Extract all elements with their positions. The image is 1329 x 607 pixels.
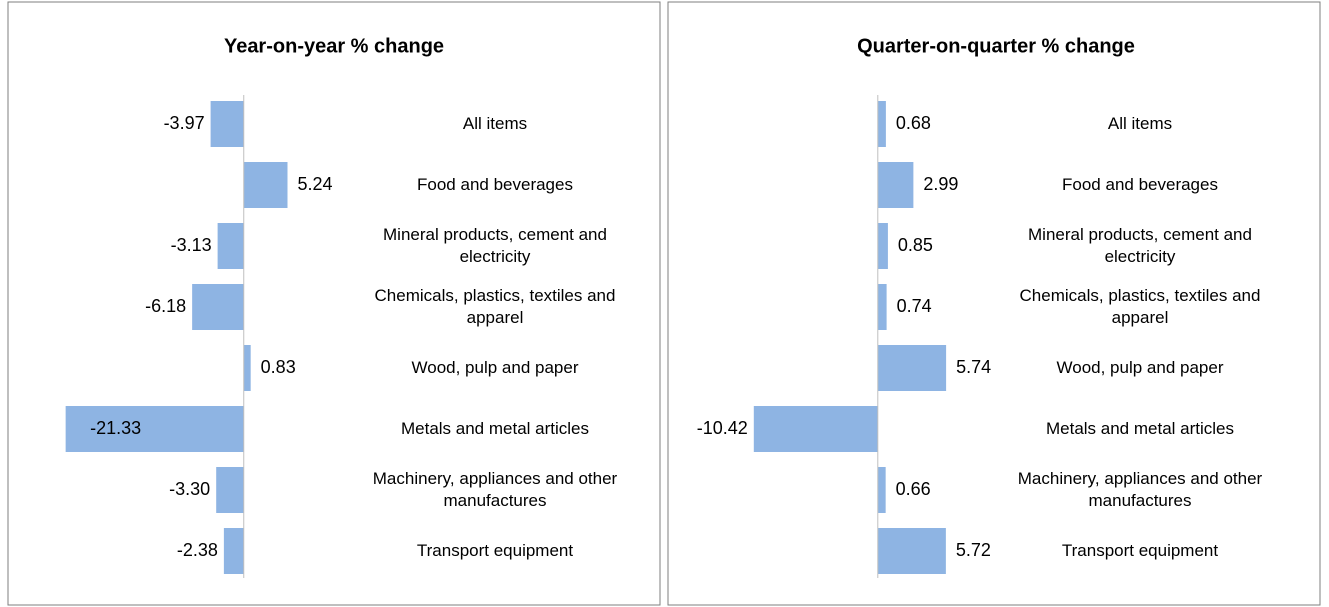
bar [243,345,251,391]
category-label: Machinery, appliances and other manufact… [372,469,618,510]
data-label: 0.66 [896,479,931,499]
category-label: Mineral products, cement and electricity [383,225,607,266]
bar [877,528,946,574]
data-label: -2.38 [177,540,218,560]
bar [877,223,888,269]
category-label: Food and beverages [417,175,573,194]
category-label: Wood, pulp and paper [411,358,579,377]
data-label: 0.68 [896,113,931,133]
data-label: -6.18 [145,296,186,316]
chart-title: Year-on-year % change [224,35,444,57]
category-label: All items [1107,114,1173,133]
bar [216,467,244,513]
bar [877,345,947,391]
bar [877,101,886,147]
bar [192,284,244,330]
data-label: 5.24 [298,174,333,194]
data-label: 2.99 [923,174,958,194]
bar [877,467,886,513]
bar [753,406,878,452]
category-label: Wood, pulp and paper [1056,358,1224,377]
bar [877,284,887,330]
category-label: Mineral products, cement and electricity [1028,225,1252,266]
data-label: -21.33 [90,418,141,438]
bar [877,162,914,208]
category-label: Metals and metal articles [1045,419,1235,438]
category-label: Food and beverages [1062,175,1218,194]
data-label: -10.42 [697,418,748,438]
bar [210,101,244,147]
category-label: Transport equipment [1061,541,1219,560]
data-label: 0.74 [897,296,932,316]
data-label: 5.72 [956,540,991,560]
bar [217,223,244,269]
category-label: Metals and metal articles [400,419,590,438]
bar [65,406,244,452]
category-label: All items [462,114,528,133]
data-label: -3.13 [171,235,212,255]
panel [7,1,661,606]
data-label: 0.83 [261,357,296,377]
category-label: Chemicals, plastics, textiles and appare… [374,286,616,327]
category-label: Chemicals, plastics, textiles and appare… [1019,286,1261,327]
bar [243,162,288,208]
category-label: Transport equipment [416,541,574,560]
panel [667,1,1321,606]
data-label: -3.30 [169,479,210,499]
data-label: 0.85 [898,235,933,255]
data-label: -3.97 [164,113,205,133]
data-label: 5.74 [956,357,991,377]
chart-title: Quarter-on-quarter % change [857,35,1135,57]
bar [223,528,244,574]
category-label: Machinery, appliances and other manufact… [1017,469,1263,510]
